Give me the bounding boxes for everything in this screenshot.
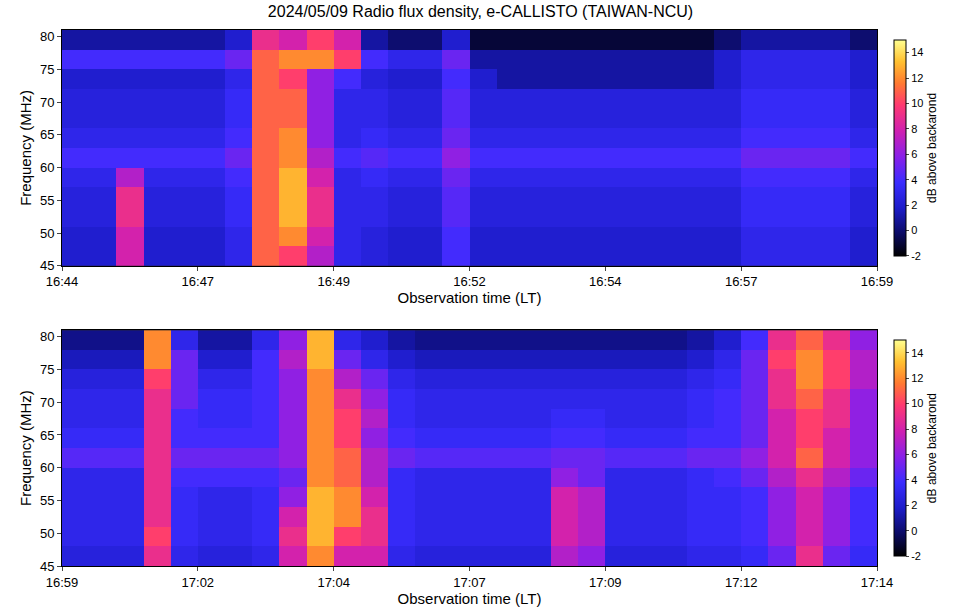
svg-text:2024/05/09 Radio flux density,: 2024/05/09 Radio flux density, e-CALLIST… — [268, 3, 693, 20]
svg-text:Frequency (MHz): Frequency (MHz) — [17, 390, 34, 506]
svg-text:Observation time (LT): Observation time (LT) — [398, 590, 542, 607]
svg-text:65: 65 — [40, 127, 54, 142]
svg-text:dB above backarond: dB above backarond — [925, 93, 939, 203]
svg-text:dB above backarond: dB above backarond — [925, 393, 939, 503]
svg-text:45: 45 — [40, 258, 54, 273]
svg-text:16:59: 16:59 — [861, 274, 894, 289]
svg-text:-2: -2 — [911, 550, 921, 562]
svg-text:Frequency (MHz): Frequency (MHz) — [17, 90, 34, 206]
svg-text:60: 60 — [40, 460, 54, 475]
svg-text:4: 4 — [911, 474, 917, 486]
svg-text:10: 10 — [911, 397, 923, 409]
svg-text:16:47: 16:47 — [182, 274, 215, 289]
svg-text:60: 60 — [40, 160, 54, 175]
svg-text:2: 2 — [911, 499, 917, 511]
svg-text:12: 12 — [911, 372, 923, 384]
svg-text:0: 0 — [911, 224, 917, 236]
svg-text:Observation time (LT): Observation time (LT) — [398, 289, 542, 306]
svg-text:10: 10 — [911, 97, 923, 109]
svg-text:6: 6 — [911, 448, 917, 460]
svg-text:75: 75 — [40, 62, 54, 77]
svg-text:70: 70 — [40, 395, 54, 410]
svg-text:70: 70 — [40, 95, 54, 110]
svg-text:16:57: 16:57 — [725, 274, 758, 289]
svg-text:80: 80 — [40, 329, 54, 344]
svg-text:16:44: 16:44 — [46, 274, 79, 289]
svg-text:14: 14 — [911, 347, 923, 359]
svg-text:55: 55 — [40, 493, 54, 508]
svg-text:-2: -2 — [911, 250, 921, 262]
svg-text:6: 6 — [911, 148, 917, 160]
svg-text:8: 8 — [911, 423, 917, 435]
svg-text:17:09: 17:09 — [589, 575, 622, 590]
svg-text:17:12: 17:12 — [725, 575, 758, 590]
svg-text:50: 50 — [40, 226, 54, 241]
svg-text:14: 14 — [911, 46, 923, 58]
svg-text:65: 65 — [40, 428, 54, 443]
svg-text:0: 0 — [911, 525, 917, 537]
svg-text:16:52: 16:52 — [453, 274, 486, 289]
svg-text:2: 2 — [911, 199, 917, 211]
svg-text:12: 12 — [911, 72, 923, 84]
svg-text:17:07: 17:07 — [453, 575, 486, 590]
svg-text:17:04: 17:04 — [317, 575, 350, 590]
svg-text:75: 75 — [40, 362, 54, 377]
svg-text:16:54: 16:54 — [589, 274, 622, 289]
svg-text:17:02: 17:02 — [182, 575, 215, 590]
svg-text:50: 50 — [40, 526, 54, 541]
svg-text:55: 55 — [40, 193, 54, 208]
svg-text:80: 80 — [40, 29, 54, 44]
svg-text:8: 8 — [911, 123, 917, 135]
svg-text:16:49: 16:49 — [317, 274, 350, 289]
svg-text:4: 4 — [911, 174, 917, 186]
svg-text:45: 45 — [40, 559, 54, 574]
svg-text:17:14: 17:14 — [861, 575, 894, 590]
svg-text:16:59: 16:59 — [46, 575, 79, 590]
